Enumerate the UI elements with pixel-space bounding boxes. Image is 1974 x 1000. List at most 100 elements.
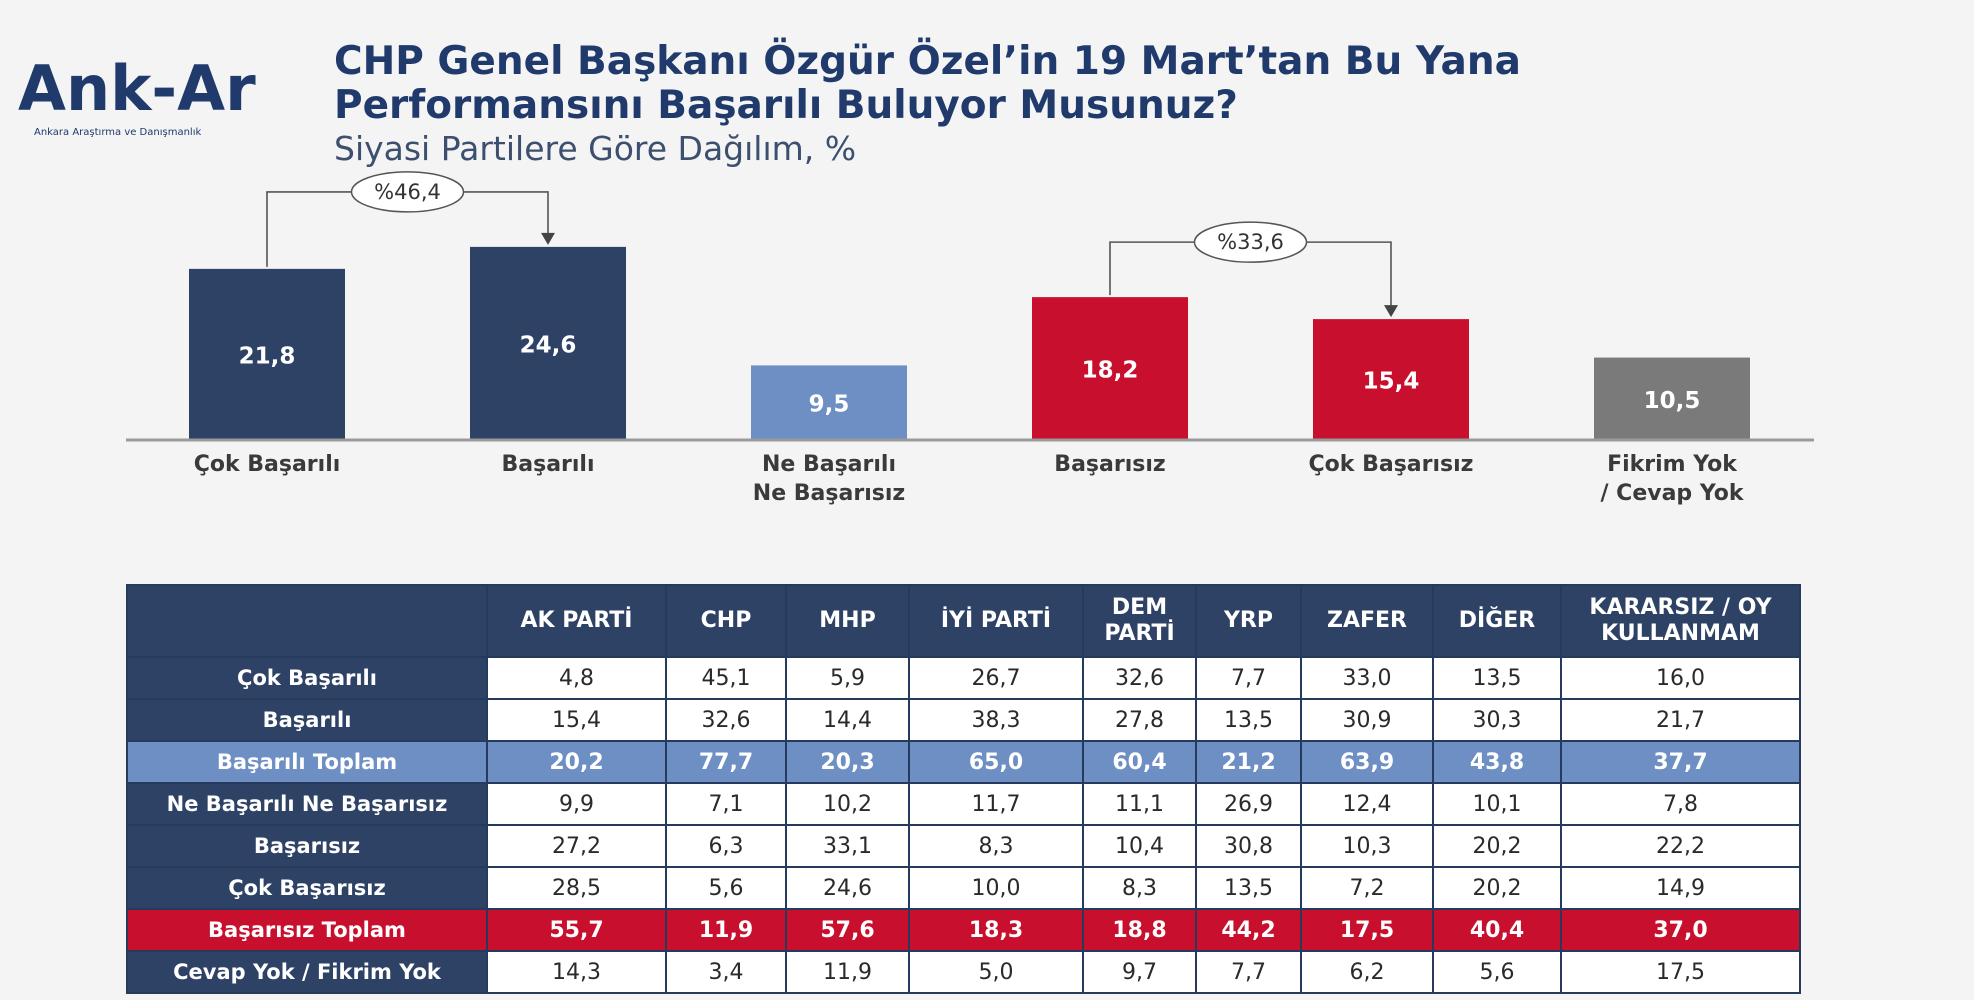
table-cell: 55,7 bbox=[486, 908, 667, 952]
table-cell: 60,4 bbox=[1082, 740, 1197, 784]
table-cell: 14,9 bbox=[1560, 866, 1801, 910]
table-cell: 32,6 bbox=[665, 698, 787, 742]
table-cell: 20,2 bbox=[486, 740, 667, 784]
bar-3 bbox=[751, 365, 907, 440]
column-header: YRP bbox=[1195, 584, 1302, 658]
table-cell: 7,2 bbox=[1300, 866, 1434, 910]
title-block: CHP Genel Başkanı Özgür Özel’in 19 Mart’… bbox=[334, 40, 1521, 169]
table-cell: 21,7 bbox=[1560, 698, 1801, 742]
party-breakdown-table: AK PARTİ CHP MHP İYİ PARTİ DEM PARTİ YRP ZAFER… bbox=[126, 584, 1801, 994]
category-label: Çok Başarısız bbox=[1309, 452, 1474, 477]
table-cell: 13,5 bbox=[1432, 656, 1562, 700]
table-cell: 10,3 bbox=[1300, 824, 1434, 868]
table-cell: 24,6 bbox=[785, 866, 910, 910]
bar-2 bbox=[470, 246, 626, 440]
table-cell: 32,6 bbox=[1082, 656, 1197, 700]
table-cell: 11,9 bbox=[785, 950, 910, 994]
sum-bracket-arrow bbox=[541, 232, 555, 245]
bar-value-label: 10,5 bbox=[1644, 388, 1701, 414]
bar-4 bbox=[1032, 297, 1188, 440]
table-cell: 20,2 bbox=[1432, 866, 1562, 910]
table-cell: 8,3 bbox=[908, 824, 1084, 868]
bar-chart: 21,8 Çok Başarılı 24,6 Başarılı 9,5 Ne Başarı… bbox=[126, 171, 1814, 506]
table-header-row: AK PARTİ CHP MHP İYİ PARTİ DEM PARTİ YRP ZAFER… bbox=[126, 584, 1801, 658]
table-cell: 20,2 bbox=[1432, 824, 1562, 868]
column-header: MHP bbox=[785, 584, 910, 658]
row-label: Ne Başarılı Ne Başarısız bbox=[126, 782, 488, 826]
chart-subtitle: Siyasi Partilere Göre Dağılım, % bbox=[334, 129, 857, 168]
table-cell: 15,4 bbox=[486, 698, 667, 742]
bar-1 bbox=[189, 268, 345, 440]
row-label: Çok Başarısız bbox=[126, 866, 488, 910]
sum-label: %33,6 bbox=[1217, 230, 1284, 254]
table-cell: 37,0 bbox=[1560, 908, 1801, 952]
row-label: Başarısız Toplam bbox=[126, 908, 488, 952]
table-cell: 33,0 bbox=[1300, 656, 1434, 700]
table-row: Başarılı 15,4 32,6 14,4 38,3 27,8 13,5 30,9 30,3… bbox=[126, 698, 1801, 742]
table-cell: 40,4 bbox=[1432, 908, 1562, 952]
table-cell: 63,9 bbox=[1300, 740, 1434, 784]
table-cell: 43,8 bbox=[1432, 740, 1562, 784]
category-label: / Cevap Yok bbox=[1600, 481, 1744, 506]
table-cell: 7,7 bbox=[1195, 950, 1302, 994]
table-cell: 17,5 bbox=[1300, 908, 1434, 952]
category-label: Başarılı bbox=[501, 452, 594, 477]
table-cell: 21,2 bbox=[1195, 740, 1302, 784]
table-cell: 65,0 bbox=[908, 740, 1084, 784]
row-label: Çok Başarılı bbox=[126, 656, 488, 700]
bar-value-label: 21,8 bbox=[239, 343, 296, 369]
table-cell: 5,9 bbox=[785, 656, 910, 700]
table-cell: 33,1 bbox=[785, 824, 910, 868]
column-header: İYİ PARTİ bbox=[908, 584, 1084, 658]
column-header: ZAFER bbox=[1300, 584, 1434, 658]
table-cell: 11,7 bbox=[908, 782, 1084, 826]
row-label: Başarılı bbox=[126, 698, 488, 742]
table-cell: 26,9 bbox=[1195, 782, 1302, 826]
table-cell: 7,1 bbox=[665, 782, 787, 826]
table-row: Cevap Yok / Fikrim Yok 14,3 3,4 11,9 5,0 9,7 7… bbox=[126, 950, 1801, 994]
table-cell: 38,3 bbox=[908, 698, 1084, 742]
bar-value-label: 9,5 bbox=[809, 392, 850, 418]
sum-bracket-arrow bbox=[1384, 305, 1398, 318]
category-label: Ne Başarılı bbox=[762, 452, 896, 477]
table-cell: 6,2 bbox=[1300, 950, 1434, 994]
category-label: Fikrim Yok bbox=[1607, 452, 1738, 477]
table-cell: 4,8 bbox=[486, 656, 667, 700]
category-label: Başarısız bbox=[1054, 452, 1165, 477]
table-cell: 10,1 bbox=[1432, 782, 1562, 826]
column-header: DEM PARTİ bbox=[1082, 584, 1197, 658]
logo-wordmark: Ank-Ar bbox=[18, 52, 256, 125]
row-label: Başarılı Toplam bbox=[126, 740, 488, 784]
table-cell: 44,2 bbox=[1195, 908, 1302, 952]
table-cell: 45,1 bbox=[665, 656, 787, 700]
table-cell: 16,0 bbox=[1560, 656, 1801, 700]
table-cell: 11,1 bbox=[1082, 782, 1197, 826]
table-row: Çok Başarısız 28,5 5,6 24,6 10,0 8,3 13,5 7,2 20… bbox=[126, 866, 1801, 910]
column-header: DİĞER bbox=[1432, 584, 1562, 658]
table-cell: 10,0 bbox=[908, 866, 1084, 910]
table-cell: 30,3 bbox=[1432, 698, 1562, 742]
logo-tagline: Ankara Araştırma ve Danışmanlık bbox=[34, 127, 201, 138]
category-label: Çok Başarılı bbox=[194, 452, 341, 477]
column-header: CHP bbox=[665, 584, 787, 658]
table-cell: 30,8 bbox=[1195, 824, 1302, 868]
table-cell: 20,3 bbox=[785, 740, 910, 784]
table-cell: 5,6 bbox=[1432, 950, 1562, 994]
bar-6 bbox=[1594, 357, 1750, 440]
chart-title-line-2: Performansını Başarılı Buluyor Musunuz? bbox=[334, 83, 1238, 128]
table-cell: 14,4 bbox=[785, 698, 910, 742]
sum-label-bubble bbox=[1193, 221, 1308, 263]
table-cell: 9,9 bbox=[486, 782, 667, 826]
row-label: Başarısız bbox=[126, 824, 488, 868]
column-header: AK PARTİ bbox=[486, 584, 667, 658]
bar-value-label: 15,4 bbox=[1363, 369, 1420, 395]
sum-label: %46,4 bbox=[374, 180, 441, 204]
table-row: Çok Başarılı 4,8 45,1 5,9 26,7 32,6 7,7 33,0 13,… bbox=[126, 656, 1801, 700]
table-cell: 57,6 bbox=[785, 908, 910, 952]
table-cell: 77,7 bbox=[665, 740, 787, 784]
table-cell: 37,7 bbox=[1560, 740, 1801, 784]
table-cell: 27,2 bbox=[486, 824, 667, 868]
table-cell: 18,8 bbox=[1082, 908, 1197, 952]
category-label: Ne Başarısız bbox=[753, 481, 905, 506]
table-cell: 8,3 bbox=[1082, 866, 1197, 910]
